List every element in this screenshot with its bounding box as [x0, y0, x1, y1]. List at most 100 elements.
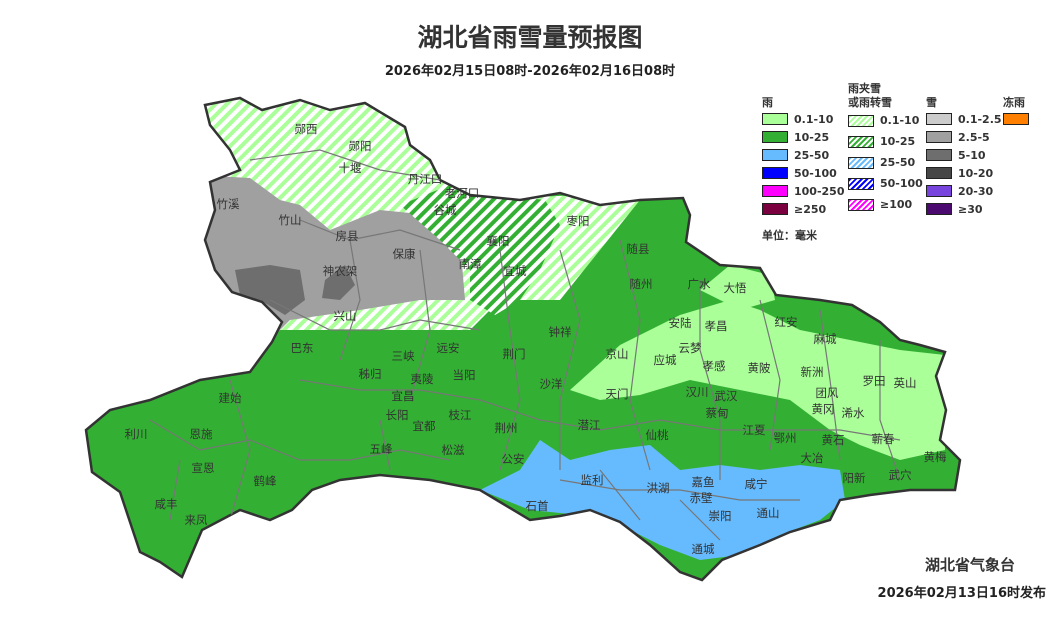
issue-time: 2026年02月13日16时发布 [877, 586, 1046, 601]
legend-label: 100-250 [794, 184, 845, 198]
legend-label: 10-20 [958, 166, 994, 180]
county-border [299, 379, 901, 441]
legend-item: 20-30 [926, 182, 1002, 200]
city-label: 罗田 [863, 374, 886, 388]
county-border [699, 280, 721, 480]
city-label: 南漳 [459, 257, 482, 271]
city-label: 钟祥 [549, 325, 572, 339]
legend-label: 25-50 [880, 156, 916, 169]
legend-swatch [926, 149, 952, 161]
legend-item: 25-50 [848, 152, 923, 173]
city-label: 武汉 [715, 389, 738, 403]
legend-swatch [926, 113, 952, 125]
city-label: 应城 [654, 353, 677, 367]
city-label: 神农架 [323, 264, 358, 278]
legend-label: 25-50 [794, 148, 830, 162]
legend-sleet-title-2: 或雨转雪 [848, 96, 892, 109]
city-label: 咸丰 [155, 497, 178, 511]
legend-label: 10-25 [794, 130, 830, 144]
legend-item: 5-10 [926, 146, 1002, 164]
city-label: 随州 [630, 277, 653, 291]
city-label: 来凤 [185, 513, 208, 527]
city-label: 宜都 [413, 419, 436, 433]
city-label: 长阳 [386, 408, 409, 422]
city-label: 蕲春 [872, 432, 895, 446]
city-label: 利川 [125, 427, 148, 441]
city-label: 宜昌 [392, 389, 415, 403]
county-border [269, 299, 481, 331]
city-label: 云梦 [679, 341, 702, 355]
city-label: 当阳 [453, 368, 476, 382]
city-label: 潜江 [578, 418, 601, 432]
legend-swatch [926, 185, 952, 197]
city-label: 枣阳 [567, 214, 590, 228]
city-label: 天门 [606, 387, 629, 401]
city-label: 随县 [627, 242, 650, 256]
city-label: 宣恩 [192, 461, 215, 475]
city-label: 仙桃 [646, 428, 669, 442]
county-border [409, 249, 431, 401]
legend-swatch [848, 198, 874, 211]
legend-label: ≥30 [958, 202, 983, 216]
county-border [299, 219, 461, 251]
city-label: 洪湖 [647, 481, 670, 495]
city-label: 保康 [393, 247, 416, 261]
city-label: 老河口 [445, 186, 480, 200]
legend-swatch [762, 203, 788, 215]
city-label: 荆州 [495, 421, 518, 435]
county-border [229, 379, 251, 521]
legend-label: 20-30 [958, 184, 994, 198]
city-label: 孝感 [703, 359, 726, 373]
legend-item: ≥100 [848, 194, 923, 215]
city-label: 十堰 [339, 161, 362, 175]
city-label: 谷城 [434, 203, 457, 217]
legend-sleet: 雨夹雪 或雨转雪 0.1-10 10-25 25-50 50-100 ≥100 [848, 82, 923, 215]
city-label: 房县 [336, 229, 359, 243]
rain-25-50-area [480, 440, 845, 560]
city-label: 黄陂 [748, 361, 771, 375]
legend-item: 100-250 [762, 182, 845, 200]
legend-label: 2.5-5 [958, 130, 990, 144]
city-label: 夷陵 [411, 372, 434, 386]
city-label: 蔡甸 [706, 406, 729, 420]
city-label: 大悟 [724, 281, 747, 295]
county-border [559, 249, 581, 470]
county-border [169, 459, 181, 521]
county-border [879, 340, 901, 481]
city-label: 黄冈 [812, 402, 835, 416]
county-border [619, 239, 651, 471]
city-label: 郧西 [295, 122, 318, 136]
legend-item: 10-25 [762, 128, 845, 146]
legend-label: 50-100 [794, 166, 837, 180]
city-label: 兴山 [334, 309, 357, 323]
county-border [499, 249, 521, 471]
county-border [679, 499, 721, 541]
city-label: 竹山 [279, 213, 302, 227]
city-label: 京山 [606, 347, 629, 361]
legend-item: 25-50 [762, 146, 845, 164]
legend-item [1003, 110, 1035, 128]
legend-swatch [762, 113, 788, 125]
city-label: 宜城 [504, 264, 527, 278]
city-label: 大冶 [801, 451, 824, 465]
county-border [759, 299, 781, 451]
legend-label: 10-25 [880, 135, 916, 148]
legend-freezing-rain: 冻雨 [1003, 82, 1035, 128]
city-label: 郧阳 [349, 139, 372, 153]
city-label: 竹溪 [217, 197, 240, 211]
legend-item: 10-20 [926, 164, 1002, 182]
city-label: 石首 [526, 499, 549, 513]
city-label: 公安 [502, 452, 525, 466]
issuer: 湖北省气象台 [924, 556, 1015, 574]
city-label: 荆门 [503, 347, 526, 361]
county-borders [149, 149, 901, 541]
legend-item: ≥250 [762, 200, 845, 218]
legend-swatch [926, 131, 952, 143]
legend-item: 0.1-10 [848, 110, 923, 131]
city-label: 建始 [219, 391, 242, 405]
sleet-moderate-area [400, 185, 560, 315]
legend-swatch [926, 203, 952, 215]
city-label: 鹤峰 [254, 474, 277, 488]
city-label: 襄阳 [487, 234, 510, 248]
